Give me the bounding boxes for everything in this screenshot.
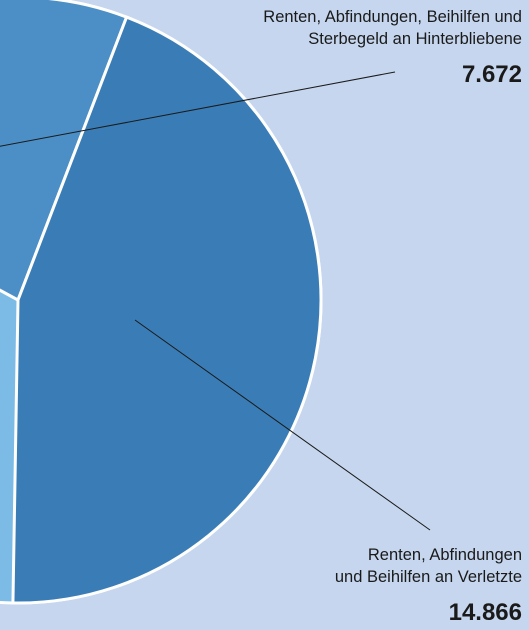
label-line: Renten, Abfindungen bbox=[368, 546, 522, 564]
leader-line bbox=[134, 319, 431, 531]
pie-slice bbox=[11, 15, 323, 605]
label-line: und Beihilfen an Verletzte bbox=[335, 568, 522, 586]
pie-slice bbox=[0, 0, 129, 302]
slice-label: Renten, Abfindungen, Beihilfen und Sterbe… bbox=[263, 8, 522, 48]
label-line: Sterbegeld an Hinterbliebene bbox=[308, 30, 522, 48]
slice-label: Renten, Abfindungen und Beihilfen an Verl… bbox=[335, 546, 522, 586]
label-line: Renten, Abfindungen, Beihilfen und bbox=[263, 8, 522, 26]
leader-line bbox=[0, 71, 396, 147]
value-label: 7.672 bbox=[462, 61, 522, 88]
value-label: 14.866 bbox=[449, 599, 522, 626]
